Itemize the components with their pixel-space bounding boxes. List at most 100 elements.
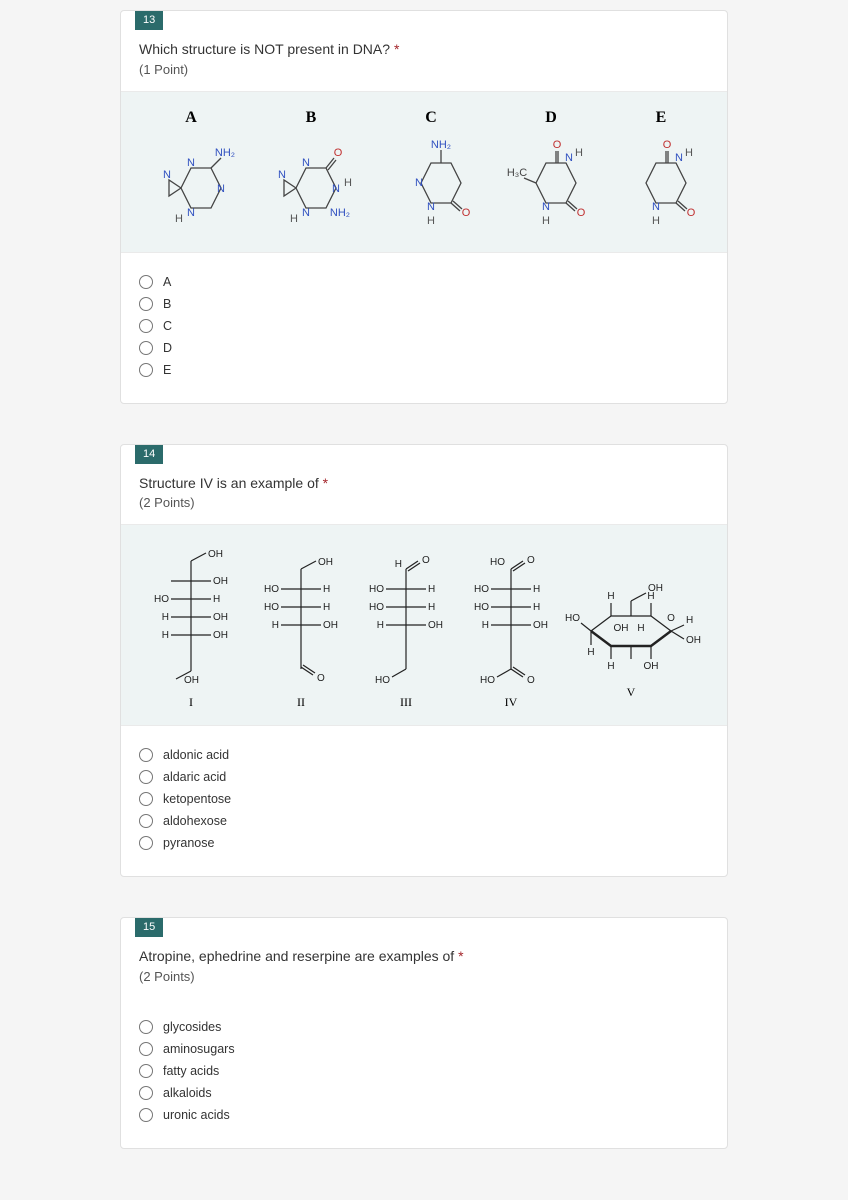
option-row: aminosugars <box>139 1042 709 1056</box>
option-row: ketopentose <box>139 792 709 806</box>
option-row: A <box>139 275 709 289</box>
svg-text:H: H <box>344 177 352 189</box>
svg-text:N: N <box>187 157 195 169</box>
question-points: (2 Points) <box>139 495 709 510</box>
svg-text:HO: HO <box>480 675 495 686</box>
option-label[interactable]: alkaloids <box>163 1086 212 1100</box>
svg-text:H: H <box>395 559 402 570</box>
option-radio-aldonic[interactable] <box>139 748 153 762</box>
svg-text:OH: OH <box>648 583 663 594</box>
svg-text:OH: OH <box>213 612 228 623</box>
sugar-structures-svg: .sl { font: 12px 'Times New Roman', seri… <box>131 541 721 711</box>
svg-text:HO: HO <box>474 602 489 613</box>
svg-text:N: N <box>302 207 310 219</box>
svg-text:N: N <box>542 201 550 213</box>
question-card-13: 13 Which structure is NOT present in DNA… <box>120 10 728 404</box>
option-label[interactable]: aldonic acid <box>163 748 229 762</box>
option-label[interactable]: pyranose <box>163 836 214 850</box>
option-radio-ketopentose[interactable] <box>139 792 153 806</box>
question-image-dna: .lbl { font: bold 16px 'Times New Roman'… <box>121 91 727 253</box>
svg-text:H: H <box>428 602 435 613</box>
svg-text:HO: HO <box>490 557 505 568</box>
svg-text:NH₂: NH₂ <box>215 147 235 159</box>
svg-text:N: N <box>675 152 683 164</box>
question-header: 14 Structure IV is an example of * (2 Po… <box>121 445 727 525</box>
svg-text:III: III <box>400 695 412 709</box>
option-radio-C[interactable] <box>139 319 153 333</box>
svg-text:H: H <box>652 215 660 227</box>
option-label[interactable]: D <box>163 341 172 355</box>
option-row: D <box>139 341 709 355</box>
option-radio-A[interactable] <box>139 275 153 289</box>
option-row: aldonic acid <box>139 748 709 762</box>
svg-text:H: H <box>323 602 330 613</box>
option-radio-aldohexose[interactable] <box>139 814 153 828</box>
svg-text:O: O <box>577 207 586 219</box>
svg-text:NH₂: NH₂ <box>330 207 350 219</box>
svg-text:O: O <box>527 555 535 566</box>
svg-text:E: E <box>656 109 667 126</box>
svg-text:H: H <box>213 594 220 605</box>
option-radio-uronic-acids[interactable] <box>139 1108 153 1122</box>
svg-text:H: H <box>637 623 644 634</box>
question-number-badge: 15 <box>135 917 163 937</box>
option-label[interactable]: aldohexose <box>163 814 227 828</box>
svg-text:OH: OH <box>213 630 228 641</box>
required-marker: * <box>458 948 463 964</box>
svg-text:O: O <box>527 675 535 686</box>
svg-text:O: O <box>422 555 430 566</box>
svg-text:H₃C: H₃C <box>507 167 527 179</box>
svg-text:IV: IV <box>505 695 518 709</box>
option-radio-aldaric[interactable] <box>139 770 153 784</box>
svg-text:OH: OH <box>533 620 548 631</box>
option-radio-aminosugars[interactable] <box>139 1042 153 1056</box>
question-number-badge: 14 <box>135 444 163 464</box>
option-label[interactable]: A <box>163 275 171 289</box>
svg-text:N: N <box>332 183 340 195</box>
svg-text:OH: OH <box>184 675 199 686</box>
question-header: 13 Which structure is NOT present in DNA… <box>121 11 727 91</box>
option-radio-E[interactable] <box>139 363 153 377</box>
option-label[interactable]: C <box>163 319 172 333</box>
svg-text:N: N <box>217 183 225 195</box>
question-text: Atropine, ephedrine and reserpine are ex… <box>139 947 709 967</box>
question-options: A B C D E <box>121 253 727 403</box>
svg-text:C: C <box>425 109 437 126</box>
option-radio-fatty-acids[interactable] <box>139 1064 153 1078</box>
option-radio-D[interactable] <box>139 341 153 355</box>
option-label[interactable]: E <box>163 363 171 377</box>
question-options: glycosides aminosugars fatty acids alkal… <box>121 998 727 1148</box>
svg-text:H: H <box>607 591 614 602</box>
svg-text:H: H <box>290 213 298 225</box>
question-text-content: Structure IV is an example of <box>139 475 319 491</box>
option-label[interactable]: fatty acids <box>163 1064 219 1078</box>
svg-text:NH₂: NH₂ <box>431 139 451 151</box>
question-image-sugars: .sl { font: 12px 'Times New Roman', seri… <box>121 524 727 726</box>
option-label[interactable]: aminosugars <box>163 1042 235 1056</box>
svg-text:H: H <box>686 615 693 626</box>
option-label[interactable]: glycosides <box>163 1020 221 1034</box>
option-row: pyranose <box>139 836 709 850</box>
svg-text:H: H <box>533 584 540 595</box>
svg-text:O: O <box>462 207 471 219</box>
svg-text:H: H <box>162 612 169 623</box>
svg-text:HO: HO <box>264 584 279 595</box>
option-row: B <box>139 297 709 311</box>
option-radio-B[interactable] <box>139 297 153 311</box>
option-radio-alkaloids[interactable] <box>139 1086 153 1100</box>
option-row: alkaloids <box>139 1086 709 1100</box>
option-label[interactable]: aldaric acid <box>163 770 226 784</box>
svg-text:H: H <box>533 602 540 613</box>
svg-text:O: O <box>334 147 343 159</box>
svg-text:N: N <box>163 169 171 181</box>
option-label[interactable]: ketopentose <box>163 792 231 806</box>
option-label[interactable]: uronic acids <box>163 1108 230 1122</box>
option-label[interactable]: B <box>163 297 171 311</box>
svg-text:OH: OH <box>213 576 228 587</box>
svg-text:H: H <box>175 213 183 225</box>
svg-text:N: N <box>278 169 286 181</box>
svg-text:HO: HO <box>154 594 169 605</box>
option-radio-glycosides[interactable] <box>139 1020 153 1034</box>
option-row: uronic acids <box>139 1108 709 1122</box>
option-radio-pyranose[interactable] <box>139 836 153 850</box>
